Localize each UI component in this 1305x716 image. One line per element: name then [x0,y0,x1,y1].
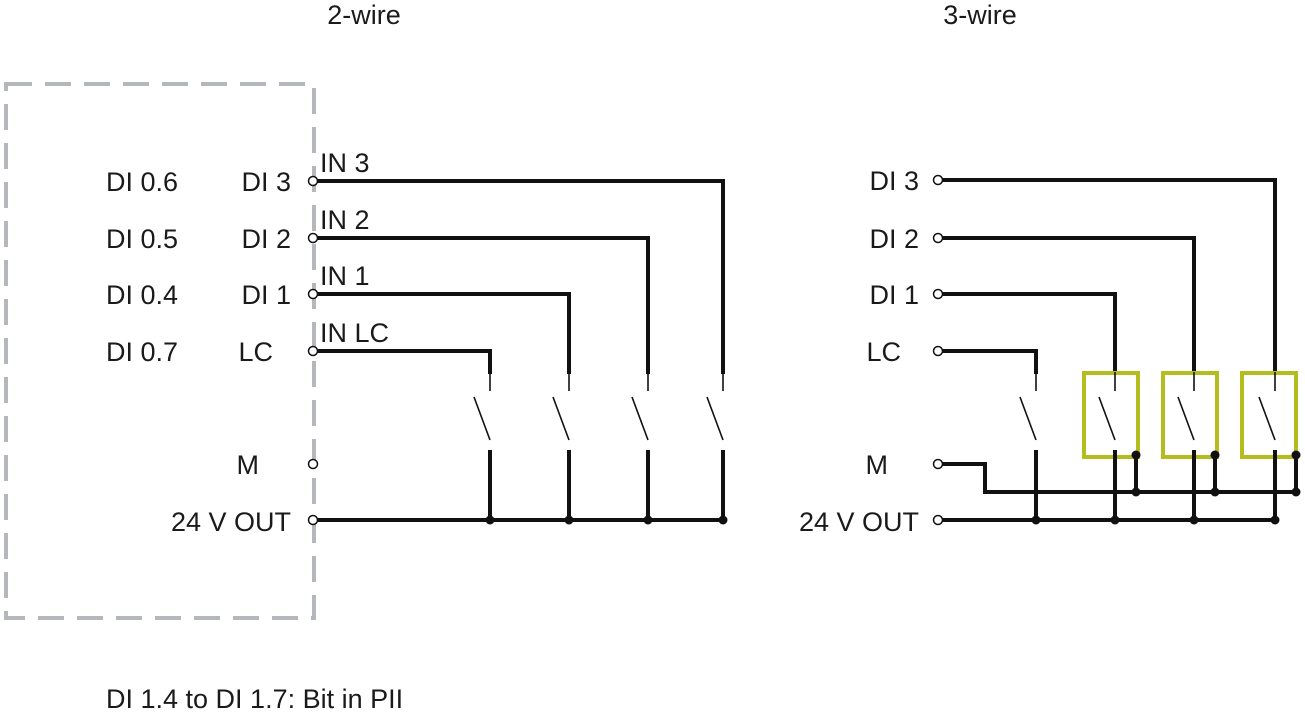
wire-label-in2: IN 2 [320,205,370,235]
title-two-wire: 2-wire [327,0,401,30]
terminal-di3 [307,175,319,187]
junction-dot [1131,450,1141,460]
switch-in1 [552,372,571,522]
switch-lc-3w [1019,372,1038,522]
junction-dot [1291,487,1301,497]
junction-dot [564,515,574,525]
junction-dot [1210,487,1220,497]
terminal-m-3w [932,458,944,470]
sensor-di1-3w [1082,371,1140,522]
terminal-label-24v: 24 V OUT [171,507,291,537]
junction-dot [643,515,653,525]
junction-dot [1131,487,1141,497]
switch-in2 [631,372,650,522]
footnote: DI 1.4 to DI 1.7: Bit in PII [106,684,403,714]
terminal-24v-3w [932,514,944,526]
three-wire-panel: DI 3 DI 2 DI 1 LC M 24 V OUT [799,166,1301,537]
terminal-di1 [307,288,319,300]
wire-di3-3w [940,178,1277,374]
terminal-di2 [307,232,319,244]
wire-lc-3w [940,349,1038,374]
switch-lc [473,372,492,522]
terminal-label-24v-3w: 24 V OUT [799,507,919,537]
two-wire-panel: DI 0.6 DI 0.5 DI 0.4 DI 0.7 DI 3 DI 2 DI… [106,148,728,537]
outer-label-di05: DI 0.5 [106,224,178,254]
wire-inlc [315,349,492,374]
terminal-label-di2: DI 2 [241,224,291,254]
wire-di2-3w [940,236,1196,374]
title-three-wire: 3-wire [943,0,1017,30]
terminal-label-di1: DI 1 [241,280,291,310]
switch-in3 [706,372,725,522]
terminal-label-m-3w: M [866,450,889,480]
wire-in1 [315,292,571,374]
outer-label-di07: DI 0.7 [106,337,178,367]
sensor-box [1240,371,1298,459]
junction-dot [1291,450,1301,460]
wire-di1-3w [940,292,1117,374]
terminal-label-m: M [237,450,260,480]
terminal-lc-3w [932,345,944,357]
outer-label-di06: DI 0.6 [106,167,178,197]
terminal-di1-3w [932,288,944,300]
wire-in3 [315,179,725,374]
terminal-label-di1-3w: DI 1 [869,280,919,310]
wire-m-bus-3w [940,462,1298,494]
terminal-label-lc: LC [238,337,273,367]
module-outline [4,82,316,620]
junction-dot [485,515,495,525]
terminal-label-di2-3w: DI 2 [869,224,919,254]
junction-dot [718,515,728,525]
terminal-label-lc-3w: LC [866,337,901,367]
wire-label-in3: IN 3 [320,148,370,178]
junction-dot [1270,515,1280,525]
sensor-box [1161,371,1219,459]
wire-in2 [315,236,650,374]
terminal-di2-3w [932,232,944,244]
terminal-label-di3: DI 3 [241,167,291,197]
terminal-m [307,458,319,470]
wire-label-inlc: IN LC [320,318,389,348]
terminal-label-di3-3w: DI 3 [869,166,919,196]
outer-label-di04: DI 0.4 [106,280,178,310]
sensor-box [1082,371,1140,459]
sensor-di3-3w [1240,371,1298,522]
junction-dot [1210,450,1220,460]
junction-dot [1189,515,1199,525]
sensor-di2-3w [1161,371,1219,522]
wire-label-in1: IN 1 [320,261,370,291]
terminal-lc [307,345,319,357]
terminal-di3-3w [932,174,944,186]
junction-dot [1110,515,1120,525]
terminal-24v [307,514,319,526]
junction-dot [1031,515,1041,525]
